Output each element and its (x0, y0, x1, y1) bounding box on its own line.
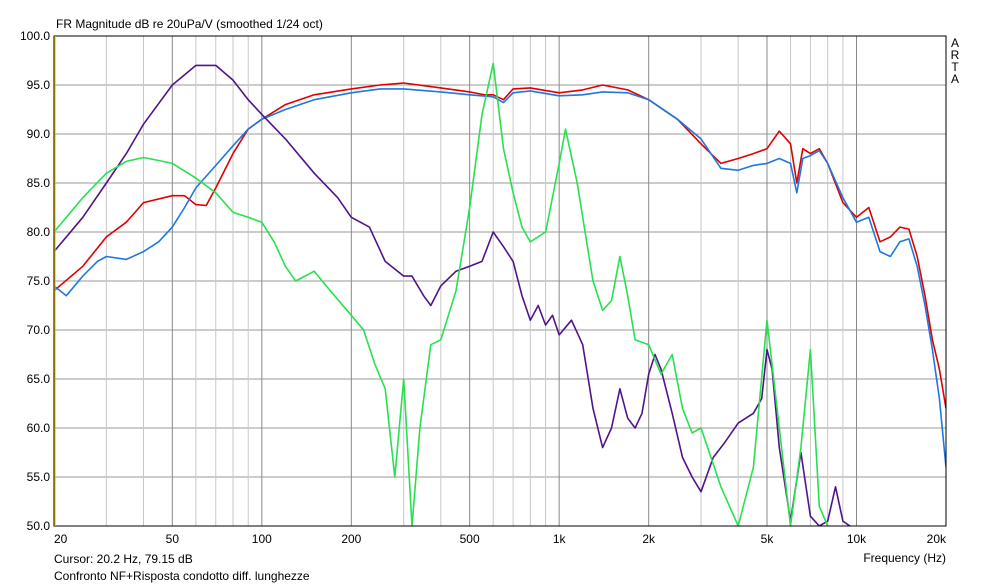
y-tick-label: 70.0 (27, 323, 51, 337)
watermark-letter: R (951, 48, 960, 62)
chart-title: FR Magnitude dB re 20uPa/V (smoothed 1/2… (56, 17, 323, 31)
y-tick-label: 85.0 (27, 176, 51, 190)
series-line-4 (54, 62, 829, 526)
y-tick-label: 90.0 (27, 127, 51, 141)
x-tick-label: 200 (341, 532, 361, 546)
y-tick-label: 65.0 (27, 372, 51, 386)
x-tick-label: 10k (847, 532, 867, 546)
series-line-2 (54, 88, 946, 468)
watermark-letter: T (951, 60, 959, 74)
x-tick-label: 50 (166, 532, 180, 546)
x-tick-label: 20 (54, 532, 68, 546)
y-tick-label: 55.0 (27, 470, 51, 484)
series-layer (54, 62, 946, 526)
x-tick-label: 2k (642, 532, 656, 546)
y-tick-label: 50.0 (27, 519, 51, 533)
y-tick-label: 100.0 (20, 29, 50, 43)
watermark-letter: A (951, 36, 959, 50)
x-tick-label: 20k (927, 532, 947, 546)
grid-lines (54, 36, 946, 526)
x-tick-label: 5k (761, 532, 775, 546)
watermark-letter: A (951, 72, 959, 86)
y-tick-label: 95.0 (27, 78, 51, 92)
y-tick-labels: 100.0 95.0 90.0 85.0 80.0 75.0 70.0 65.0 60.0 55.… (20, 29, 50, 533)
x-tick-label: 1k (553, 532, 567, 546)
measurement-description: Confronto NF+Risposta condotto diff. lun… (54, 569, 310, 583)
y-tick-label: 60.0 (27, 421, 51, 435)
series-line-1 (54, 82, 946, 409)
x-axis-label: Frequency (Hz) (863, 551, 946, 565)
y-tick-label: 75.0 (27, 274, 51, 288)
x-tick-labels: 20 50 100 200 500 1k 2k 5k 10k 20k (54, 532, 947, 546)
plot-frame (53, 35, 947, 527)
y-tick-label: 80.0 (27, 225, 51, 239)
x-tick-label: 500 (460, 532, 480, 546)
x-tick-label: 100 (252, 532, 272, 546)
series-line-3 (54, 64, 851, 526)
cursor-readout: Cursor: 20.2 Hz, 79.15 dB (54, 552, 193, 566)
